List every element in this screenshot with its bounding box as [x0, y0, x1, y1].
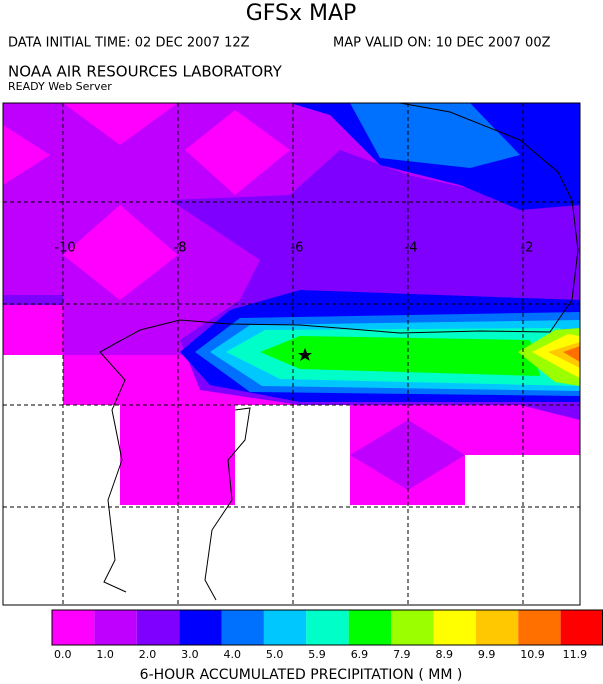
legend-label: 1.0 — [96, 648, 114, 661]
title: GFSx MAP — [246, 1, 357, 26]
initial-time: DATA INITIAL TIME: 02 DEC 2007 12Z — [8, 36, 250, 51]
legend-label: 5.9 — [308, 648, 326, 661]
field-area — [3, 295, 63, 305]
legend-label: 7.9 — [393, 648, 411, 661]
legend-swatch — [94, 610, 137, 645]
coastline — [99, 351, 127, 593]
grid — [3, 103, 580, 605]
longitude-label: -4 — [405, 241, 418, 256]
legend-label: 6.9 — [351, 648, 369, 661]
legend-swatch — [475, 610, 519, 645]
no-data — [3, 355, 63, 405]
field-area — [260, 336, 540, 376]
legend-label: 11.9 — [563, 648, 588, 661]
legend-swatch — [560, 610, 603, 645]
longitude-labels: -10 -8 -6 -4 -2 — [54, 241, 533, 256]
server: READY Web Server — [8, 80, 112, 93]
field-area — [350, 103, 520, 168]
legend-swatch — [433, 610, 476, 645]
legend-label: 2.0 — [139, 648, 157, 661]
legend-swatch — [391, 610, 434, 645]
field-area — [63, 103, 178, 145]
legend-swatch — [306, 610, 349, 645]
legend-swatch — [179, 610, 222, 645]
legend-label: 10.9 — [520, 648, 545, 661]
legend-label: 4.0 — [224, 648, 242, 661]
legend-label: 9.9 — [478, 648, 496, 661]
legend-swatch — [221, 610, 264, 645]
legend-title: 6-HOUR ACCUMULATED PRECIPITATION ( MM ) — [140, 667, 463, 683]
field-area — [548, 342, 580, 368]
longitude-label: -2 — [521, 241, 534, 256]
legend-label: 0.0 — [54, 648, 72, 661]
field-area — [3, 125, 50, 185]
legend: -1.00.01.02.03.04.05.05.96.97.98.99.910.… — [51, 609, 603, 661]
no-data — [120, 505, 580, 605]
no-data — [3, 405, 120, 605]
location-star — [298, 348, 312, 361]
field-area — [563, 346, 580, 362]
legend-swatch — [263, 610, 307, 645]
legend-swatch — [136, 610, 180, 645]
coastline — [99, 102, 579, 353]
precipitation-field — [3, 103, 580, 605]
legend-label: 5.0 — [266, 648, 284, 661]
legend-label: 3.0 — [181, 648, 199, 661]
border — [204, 407, 251, 601]
legend-swatch — [348, 610, 392, 645]
field-area — [63, 205, 178, 300]
longitude-label: -6 — [291, 241, 304, 256]
valid-time: MAP VALID ON: 10 DEC 2007 00Z — [333, 36, 551, 51]
legend-label: 8.9 — [435, 648, 453, 661]
field-area — [3, 305, 63, 355]
field-area — [185, 110, 290, 195]
longitude-label: -10 — [54, 241, 75, 256]
legend-swatch — [518, 610, 561, 645]
map-frame — [2, 102, 581, 606]
legend-swatch — [52, 610, 95, 645]
organization: NOAA AIR RESOURCES LABORATORY — [8, 63, 283, 81]
longitude-label: -8 — [174, 241, 187, 256]
